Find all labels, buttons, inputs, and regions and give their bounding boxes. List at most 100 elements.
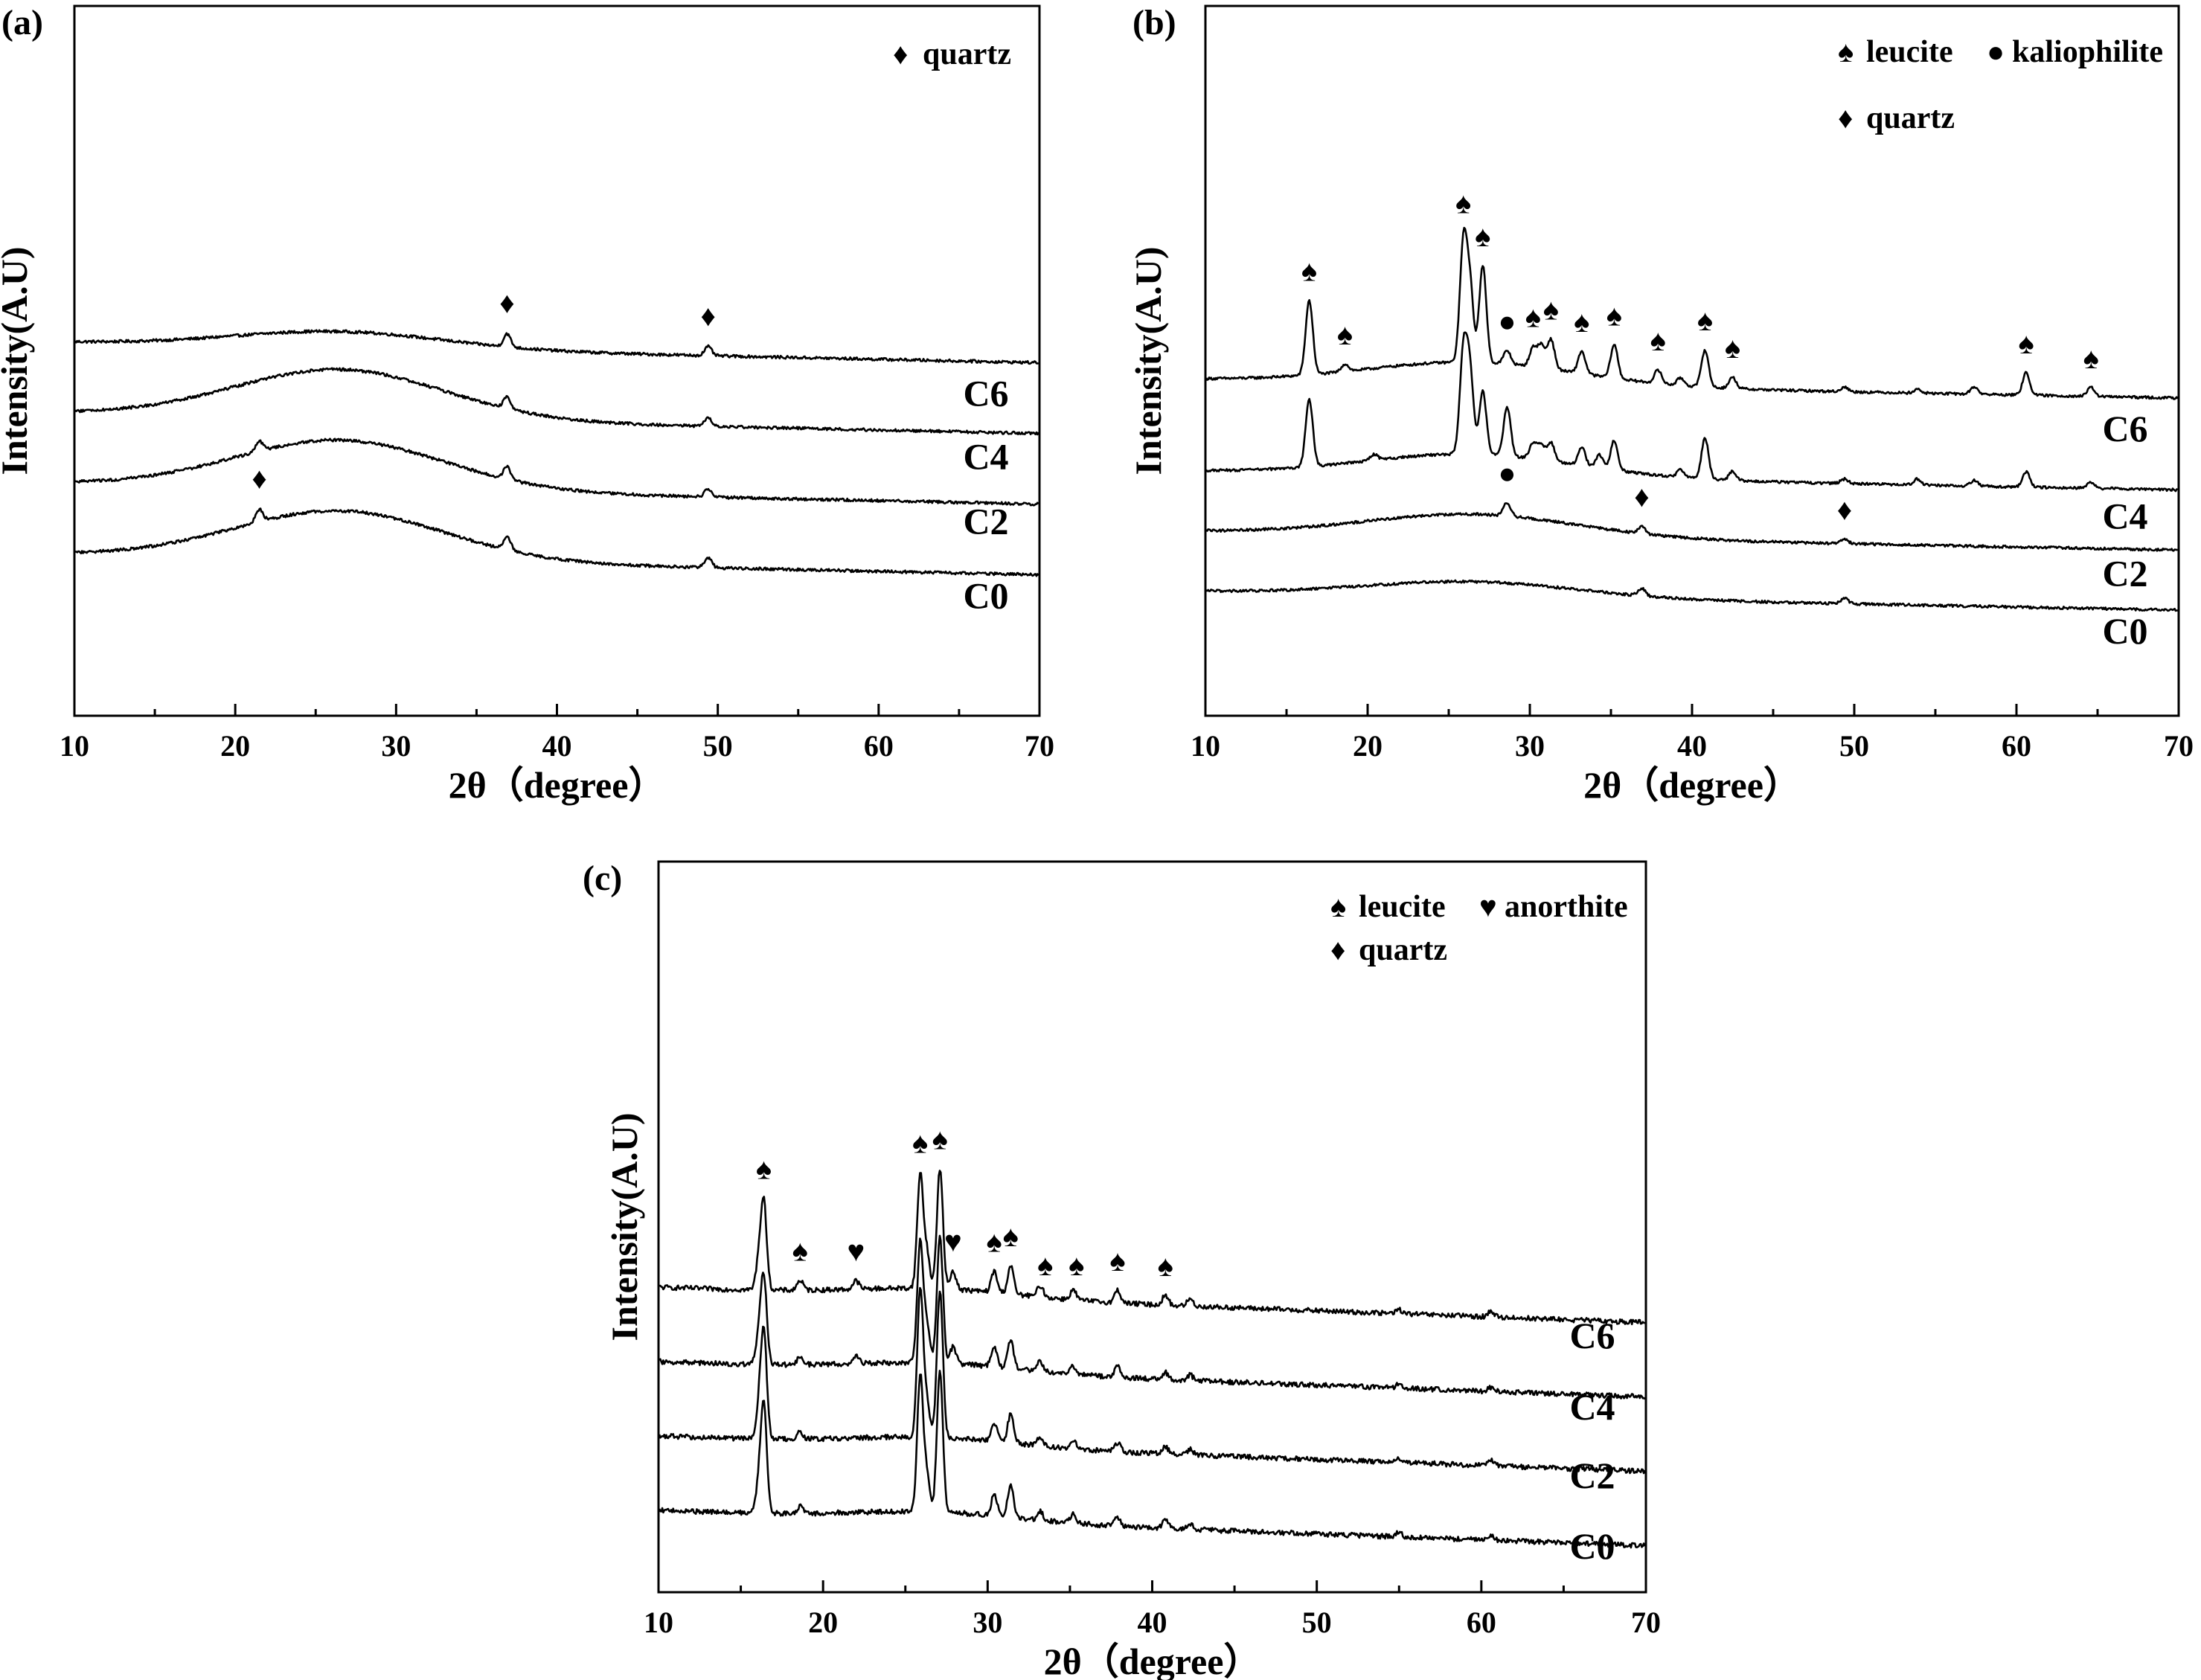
- peak-marker: ♠: [1069, 1248, 1084, 1282]
- peak-marker: ♠: [2083, 342, 2099, 375]
- peak-marker: ♠: [1301, 254, 1317, 288]
- x-axis-label: 2θ（degree）: [449, 764, 666, 806]
- peak-marker: ♠: [792, 1234, 808, 1268]
- x-axis-label: 2θ（degree）: [1044, 1641, 1261, 1680]
- x-tick-label: 10: [60, 729, 89, 763]
- x-tick-label: 20: [808, 1606, 838, 1639]
- x-tick-label: 60: [2002, 729, 2031, 763]
- x-tick-label: 60: [1467, 1606, 1496, 1639]
- series-line-C4: [659, 1234, 1646, 1400]
- legend-symbol: ♦: [893, 37, 908, 71]
- series-label: C0: [1569, 1525, 1615, 1567]
- chart-panel-b: 10 20 30 40 50 60 70 2θ（degree） Intensity(A.U) (b…: [1127, 3, 2194, 806]
- x-tick-label: 40: [542, 729, 572, 763]
- x-tick-label: 20: [1353, 729, 1383, 763]
- series-line-C0: [75, 507, 1039, 577]
- series-label: C6: [963, 373, 1008, 414]
- y-axis-label: Intensity(A.U): [603, 1113, 645, 1341]
- chart-panel-c: 10 20 30 40 50 60 70 2θ（degree） Intensity(A.U) (c…: [583, 859, 1661, 1680]
- peak-marker: ♦: [1634, 480, 1649, 513]
- panel-label: (a): [1, 3, 43, 42]
- x-tick-label: 50: [1302, 1606, 1332, 1639]
- legend-symbol: ♠: [1330, 890, 1346, 923]
- series-label: C4: [963, 436, 1008, 478]
- series-line-C2: [74, 437, 1039, 507]
- legend-label: anorthite: [1505, 890, 1628, 924]
- series-label: C4: [1569, 1386, 1615, 1428]
- plot-frame: [1204, 4, 2180, 717]
- series-line-C6: [659, 1170, 1646, 1326]
- legend-label: leucite: [1866, 35, 1953, 69]
- series-line-C6: [74, 329, 1039, 365]
- legend: ♦ quartz: [893, 37, 1011, 71]
- peak-marker: ♠: [1475, 219, 1490, 253]
- legend: ♠ leucite ♥ anorthite ♦ quartz: [1330, 890, 1628, 967]
- peak-marker: ♦: [1837, 493, 1852, 527]
- legend-symbol: ♦: [1330, 933, 1345, 966]
- peak-marker: ♠: [1037, 1248, 1053, 1282]
- peak-marker: ♠: [1543, 292, 1559, 326]
- peak-marker: ♠: [1158, 1249, 1173, 1283]
- series-line-C4: [1205, 331, 2179, 493]
- peak-marker: ♠: [1697, 304, 1713, 337]
- series-label: C0: [963, 575, 1008, 617]
- legend-label: kaliophilite: [2012, 35, 2163, 69]
- x-tick-label: 70: [2164, 729, 2194, 763]
- x-tick-label: 30: [973, 1606, 1002, 1639]
- peak-marker: ♠: [1109, 1244, 1125, 1277]
- peak-marker: ♠: [1525, 301, 1541, 334]
- series-line-C0: [658, 1370, 1646, 1549]
- series-label: C2: [963, 501, 1008, 542]
- series-label: C6: [1569, 1315, 1615, 1356]
- series-label: C0: [2102, 610, 2147, 652]
- peak-marker: ♠: [1574, 305, 1589, 339]
- series-label: C6: [2102, 408, 2147, 449]
- peak-marker: ♠: [2018, 327, 2034, 360]
- x-tick-label: 10: [1191, 729, 1220, 763]
- peak-marker: ♠: [1455, 187, 1471, 220]
- x-tick-label: 60: [864, 729, 894, 763]
- peak-marker: ♦: [252, 462, 266, 496]
- x-tick-label: 50: [703, 729, 733, 763]
- series-line-C6: [1205, 226, 2179, 400]
- peak-marker: ♠: [1337, 318, 1353, 351]
- x-tick-label: 70: [1025, 729, 1054, 763]
- peak-marker: ♠: [932, 1123, 948, 1156]
- x-axis-label: 2θ（degree）: [1583, 764, 1801, 806]
- y-axis-label: Intensity(A.U): [0, 247, 35, 475]
- x-tick-label: 10: [644, 1606, 673, 1639]
- legend-symbol: ♦: [1838, 101, 1853, 135]
- panel-label: (c): [583, 859, 622, 898]
- x-tick-label: 30: [381, 729, 411, 763]
- legend-label: quartz: [1866, 101, 1955, 135]
- peak-marker: ♠: [1606, 298, 1622, 332]
- legend: ♠ leucite ● kaliophilite ♦ quartz: [1838, 35, 2163, 135]
- peak-marker: ●: [1498, 457, 1516, 490]
- legend-symbol: ♥: [1479, 890, 1497, 923]
- series-label: C2: [1569, 1455, 1615, 1496]
- peak-marker: ♠: [912, 1126, 928, 1159]
- chart-panel-a: 10 20 30 40 50 60 70 2θ（degree） Intensity(A.U) (a…: [0, 3, 1054, 806]
- peak-marker: ♥: [848, 1234, 865, 1268]
- y-axis-label: Intensity(A.U): [1127, 247, 1169, 475]
- peak-marker: ♠: [1725, 331, 1740, 365]
- series-line-C4: [74, 367, 1039, 436]
- series-label: C2: [2102, 552, 2147, 594]
- panel-label: (b): [1132, 3, 1176, 42]
- x-tick-label: 40: [1138, 1606, 1167, 1639]
- peak-marker: ♠: [987, 1225, 1002, 1259]
- peak-marker: ♠: [1650, 324, 1666, 357]
- peak-marker: ●: [1498, 304, 1516, 338]
- legend-label: leucite: [1359, 890, 1446, 924]
- peak-marker: ♠: [756, 1152, 772, 1185]
- x-tick-label: 20: [220, 729, 250, 763]
- series-line-C2: [658, 1286, 1646, 1475]
- legend-label: quartz: [1359, 933, 1447, 967]
- peak-marker: ♦: [700, 299, 715, 333]
- x-tick-label: 50: [1839, 729, 1869, 763]
- legend-symbol: ♠: [1838, 35, 1854, 68]
- series-label: C4: [2102, 496, 2147, 537]
- plot-frame: [657, 860, 1647, 1594]
- peak-marker: ♠: [1003, 1219, 1019, 1253]
